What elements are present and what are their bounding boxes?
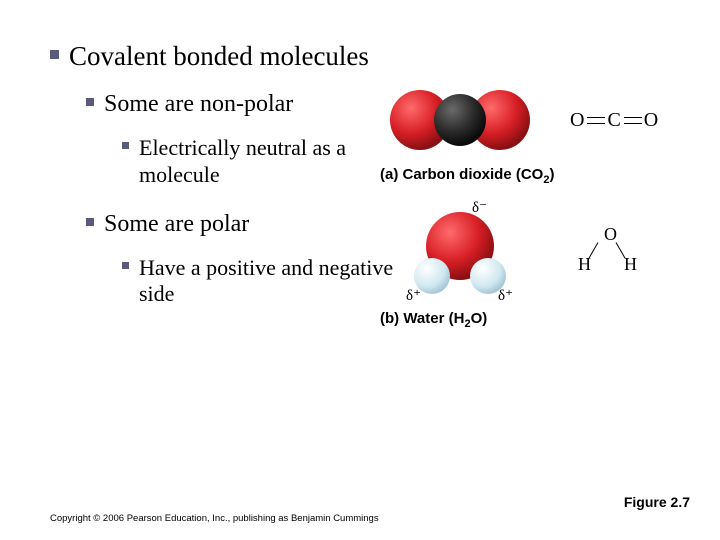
carbon-atom <box>434 94 486 146</box>
bullet-text: Covalent bonded molecules <box>69 40 369 72</box>
atom-H: H <box>624 254 637 275</box>
caption-b: (b) Water (H2O) <box>380 310 700 330</box>
co2-structure: OCO <box>570 109 659 132</box>
bullet-marker <box>86 98 94 106</box>
bullet-level3: Electrically neutral as a molecule <box>122 135 400 188</box>
bullet-marker <box>50 50 59 59</box>
caption-a-suffix: ) <box>549 166 554 183</box>
caption-b-prefix: (b) Water (H <box>380 310 464 327</box>
text-outline: Covalent bonded molecules Some are non-p… <box>50 40 400 330</box>
atom-C: C <box>607 109 621 131</box>
delta-minus-label: δ⁻ <box>472 198 487 217</box>
double-bond-icon <box>585 114 607 128</box>
bullet-text: Some are non-polar <box>104 90 293 119</box>
figure-panel: OCO (a) Carbon dioxide (CO2) δ⁻ δ⁺ δ⁺ O … <box>380 80 700 348</box>
h2o-structure: O H H <box>570 224 650 284</box>
h2o-row: δ⁻ δ⁺ δ⁺ O H H <box>380 204 700 304</box>
bullet-text: Electrically neutral as a molecule <box>139 135 400 188</box>
co2-row: OCO <box>380 80 700 160</box>
bullet-marker <box>122 142 129 149</box>
h2o-model: δ⁻ δ⁺ δ⁺ <box>380 204 540 304</box>
bullet-marker <box>122 262 129 269</box>
atom-H: H <box>578 254 591 275</box>
double-bond-icon <box>622 114 644 128</box>
caption-a-prefix: (a) Carbon dioxide (CO <box>380 166 543 183</box>
bullet-level2: Some are polar <box>86 210 400 239</box>
bullet-level3: Have a positive and negative side <box>122 255 400 308</box>
h2o-svg <box>380 204 540 304</box>
bullet-text: Have a positive and negative side <box>139 255 400 308</box>
delta-plus-label: δ⁺ <box>498 286 513 305</box>
atom-O: O <box>644 109 659 131</box>
bullet-marker <box>86 218 94 226</box>
delta-plus-label: δ⁺ <box>406 286 421 305</box>
bullet-level1: Covalent bonded molecules <box>50 40 400 72</box>
caption-a: (a) Carbon dioxide (CO2) <box>380 166 700 186</box>
copyright-notice: Copyright © 2006 Pearson Education, Inc.… <box>50 513 379 524</box>
figure-reference: Figure 2.7 <box>624 494 690 510</box>
co2-model <box>380 80 540 160</box>
caption-b-suffix: O) <box>471 310 488 327</box>
atom-O: O <box>570 109 585 131</box>
co2-svg <box>380 80 540 160</box>
bullet-level2: Some are non-polar <box>86 90 400 119</box>
bullet-text: Some are polar <box>104 210 249 239</box>
